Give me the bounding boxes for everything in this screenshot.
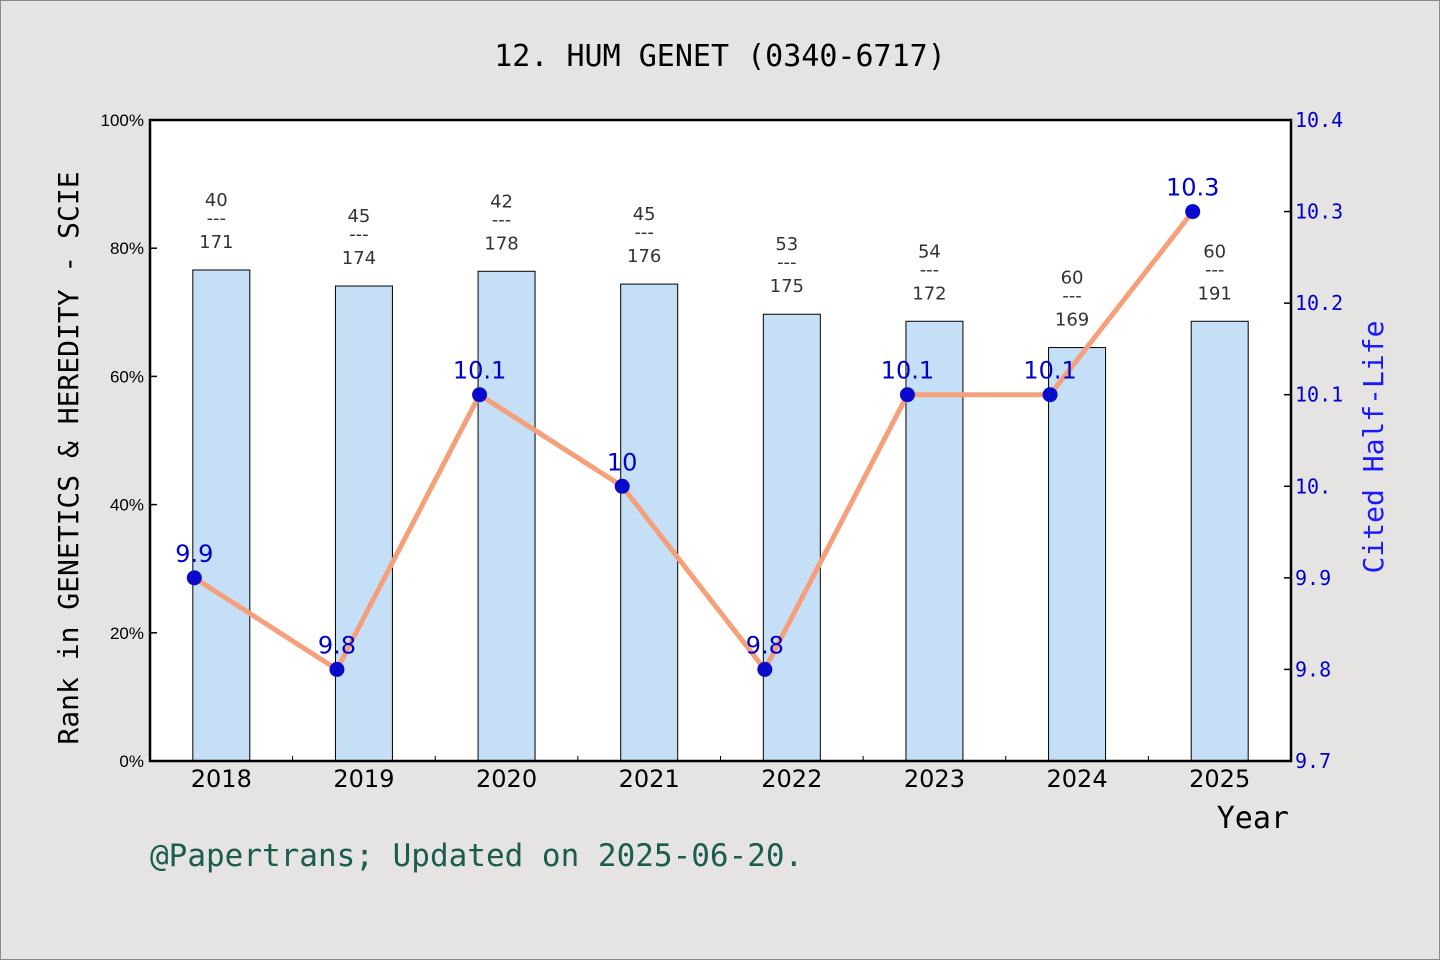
left-tick-label: 100% (101, 111, 144, 130)
left-tick-label: 20% (110, 624, 144, 643)
chart-title: 12. HUM GENET (0340-6717) (494, 39, 946, 74)
x-tick-label: 2023 (904, 765, 965, 793)
half-life-series: 9.9 9.8 10.1 10 9.8 10.1 10.1 10.3 (175, 174, 1219, 677)
total-label: 175 (770, 276, 804, 297)
half-life-value-label: 9.8 (318, 631, 356, 659)
total-label: 191 (1198, 283, 1232, 304)
half-life-value-label: 10.1 (453, 357, 506, 385)
bar-2019 (334, 285, 393, 762)
left-tick-label: 40% (110, 496, 144, 515)
half-life-value-label: 10.1 (1023, 357, 1076, 385)
x-tick-label: 2022 (761, 765, 822, 793)
right-tick-label: 9.9 (1295, 566, 1331, 590)
total-label: 172 (912, 283, 946, 304)
bar-2022 (762, 313, 821, 762)
half-life-point-2018 (186, 570, 202, 586)
total-label: 174 (342, 248, 376, 269)
half-life-point-2021 (614, 478, 630, 494)
bar-2020 (477, 270, 536, 762)
half-life-value-label: 9.8 (746, 631, 784, 659)
rank-label: 54 (918, 241, 941, 262)
x-tick-label: 2020 (476, 765, 537, 793)
half-life-value-label: 10.3 (1166, 174, 1219, 202)
half-life-point-2022 (757, 661, 773, 677)
half-life-point-2019 (329, 661, 345, 677)
footer-note: @Papertrans; Updated on 2025-06-20. (150, 838, 803, 874)
rank-label: 60 (1061, 268, 1084, 289)
half-life-value-label: 10 (607, 448, 638, 476)
left-tick-label: 60% (110, 367, 144, 386)
half-life-line (192, 210, 1195, 672)
x-tick-label: 2025 (1189, 765, 1250, 793)
right-tick-label: 9.8 (1295, 657, 1331, 681)
total-label: 176 (627, 246, 661, 267)
bar-2018 (192, 269, 251, 762)
left-tick-label: 80% (110, 239, 144, 258)
right-axis-ticks: 9.7 9.8 9.9 10. 10.1 10.2 10.3 10.4 (1284, 108, 1343, 773)
right-tick-label: 10. (1295, 474, 1331, 498)
rank-separator: --- (207, 208, 227, 229)
right-tick-label: 9.7 (1295, 749, 1331, 773)
total-label: 171 (199, 232, 233, 253)
rank-separator: --- (1205, 259, 1225, 280)
rank-label: 60 (1203, 241, 1226, 262)
right-tick-label: 10.4 (1295, 108, 1343, 132)
rank-label: 45 (347, 206, 370, 227)
bar-2024 (1048, 347, 1107, 762)
total-label: 169 (1055, 310, 1089, 331)
x-axis-label: Year (1217, 801, 1289, 836)
bar-2025 (1190, 320, 1249, 762)
rank-separator: --- (1062, 286, 1082, 307)
half-life-point-2023 (899, 387, 915, 403)
x-tick-label: 2024 (1047, 765, 1108, 793)
rank-separator: --- (349, 224, 369, 245)
half-life-value-label: 9.9 (175, 540, 213, 568)
right-tick-label: 10.2 (1295, 291, 1343, 315)
rank-separator: --- (634, 222, 654, 243)
rank-label: 45 (633, 204, 656, 225)
right-tick-label: 10.3 (1295, 200, 1343, 224)
rank-label: 53 (775, 234, 798, 255)
x-axis-ticks: 2018 2019 2020 2021 2022 2023 2024 2025 (191, 756, 1250, 793)
rank-label: 40 (205, 190, 228, 211)
bar-2023 (905, 320, 964, 762)
x-tick-label: 2019 (333, 765, 394, 793)
rank-fraction-labels: 40---17145---17442---17845---17653---175… (199, 190, 1232, 331)
half-life-point-2025 (1185, 204, 1201, 220)
x-tick-label: 2021 (619, 765, 680, 793)
y-axis-label: Rank in GENETICS & HEREDITY - SCIE (52, 171, 85, 744)
right-tick-label: 10.1 (1295, 383, 1343, 407)
left-tick-label: 0% (119, 752, 144, 771)
rank-label: 42 (490, 191, 513, 212)
x-tick-label: 2018 (191, 765, 252, 793)
half-life-point-2020 (472, 387, 488, 403)
rank-separator: --- (920, 259, 940, 280)
rank-separator: --- (492, 209, 512, 230)
half-life-value-label: 10.1 (881, 357, 934, 385)
left-axis-ticks: 0% 20% 40% 60% 80% 100% (101, 111, 157, 771)
rank-separator: --- (777, 252, 797, 273)
plot-area (150, 120, 1291, 761)
total-label: 178 (484, 233, 518, 254)
y2-axis-label: Cited Half-Life (1357, 321, 1390, 574)
half-life-point-2024 (1042, 387, 1058, 403)
